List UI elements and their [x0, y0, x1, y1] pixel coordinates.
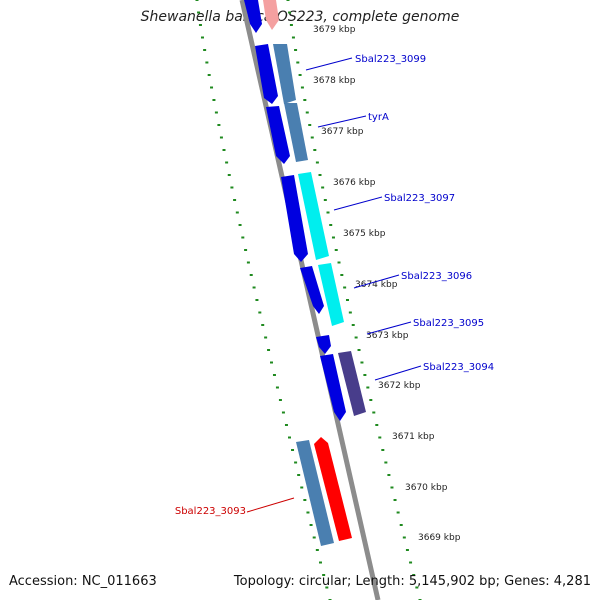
ruler-tick-label: 3674 kbp	[355, 280, 398, 290]
gene-tyrA-steel	[284, 103, 308, 162]
gene-label-leader-line	[333, 196, 383, 211]
gene-label[interactable]: Sbal223_3093	[175, 506, 246, 517]
gene-label[interactable]: Sbal223_3095	[413, 318, 484, 329]
ruler-tick-label: 3678 kbp	[313, 76, 356, 86]
ruler-tick-label: 3671 kbp	[392, 432, 435, 442]
gene-sbal223-3099-dark	[255, 44, 278, 104]
genome-title: Shewanella baltica OS223, complete genom…	[140, 9, 460, 25]
gene-tyrA-dark	[266, 106, 290, 164]
gene-label[interactable]: Sbal223_3096	[401, 271, 472, 282]
gene-label-leader-line	[366, 321, 412, 335]
ruler-tick-label: 3675 kbp	[343, 229, 386, 239]
ruler-tick-label: 3676 kbp	[333, 178, 376, 188]
gene-sbal223-3093-red	[314, 437, 352, 541]
ruler-tick-label: 3669 kbp	[418, 533, 461, 543]
gene-sbal223-3094-dark	[320, 354, 346, 421]
genome-summary-label: Topology: circular; Length: 5,145,902 bp…	[233, 574, 591, 589]
gene-label-leader-line	[246, 497, 295, 513]
ruler-tick-label: 3672 kbp	[378, 381, 421, 391]
gene-label-leader-line	[317, 115, 367, 128]
gene-labels: Sbal223_3099 tyrA Sbal223_3097 Sbal223_3096…	[175, 54, 494, 517]
ruler-tick-label: 3673 kbp	[366, 331, 409, 341]
ruler-tick-label: 3677 kbp	[321, 127, 364, 137]
gene-sbal223-3096-dark	[300, 266, 324, 314]
gene-label[interactable]: Sbal223_3094	[423, 362, 494, 373]
gene-label[interactable]: Sbal223_3099	[355, 54, 426, 65]
gene-label-leader-line	[353, 274, 400, 289]
gene-label[interactable]: tyrA	[368, 112, 389, 123]
gene-label-leader-line	[305, 57, 353, 71]
accession-label: Accession: NC_011663	[9, 574, 157, 589]
gene-top-pink	[263, 0, 279, 30]
gene-sbal223-3094-slate	[338, 351, 366, 416]
gene-sbal223-3097-dark	[281, 175, 308, 262]
gene-top-dark	[244, 0, 262, 33]
ruler-tick-label: 3679 kbp	[313, 25, 356, 35]
gene-label-leader-line	[374, 365, 422, 381]
gene-sbal223-3093-steel	[296, 440, 334, 546]
genome-backbone	[239, 0, 381, 600]
dashed-tracks	[195, 0, 422, 600]
ruler-tick-label: 3670 kbp	[405, 483, 448, 493]
gene-sbal223-3096-cyan	[318, 263, 344, 326]
gene-label[interactable]: Sbal223_3097	[384, 193, 455, 204]
gene-sbal223-3095	[316, 335, 331, 354]
kbp-ruler: 3679 kbp 3678 kbp 3677 kbp 3676 kbp 3675 kbp…	[313, 25, 461, 543]
gene-sbal223-3099-steel	[273, 44, 296, 104]
gene-sbal223-3097-cyan	[298, 172, 329, 260]
